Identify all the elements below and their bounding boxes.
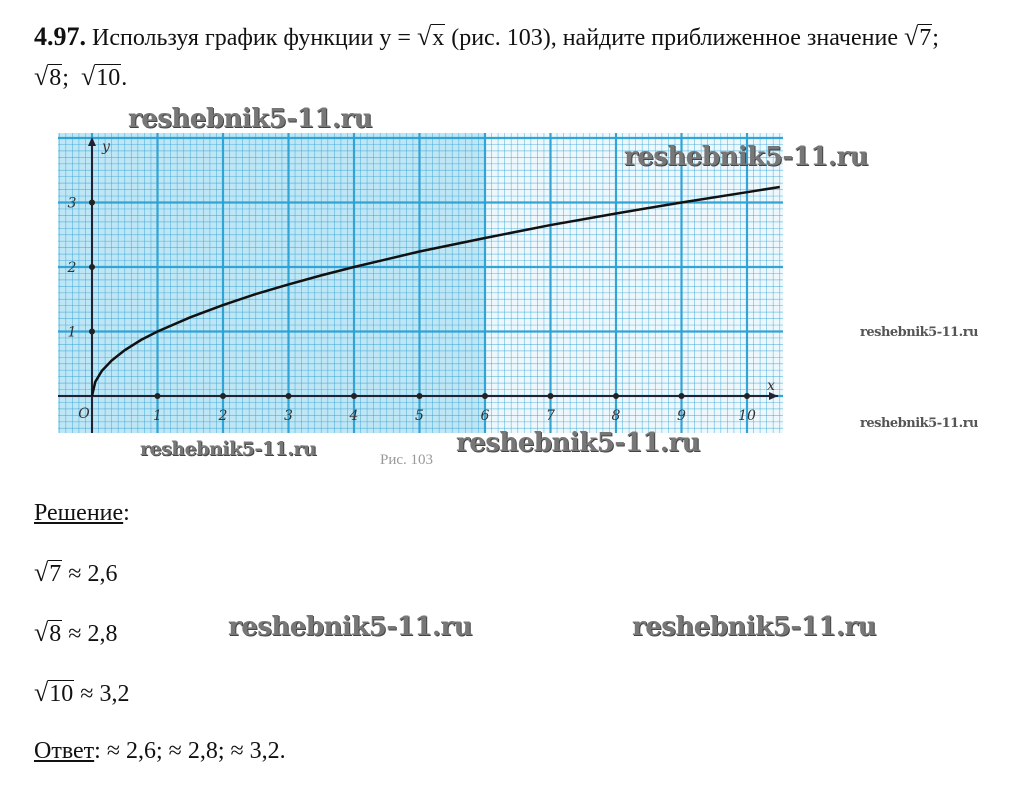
solution-heading: Решение: bbox=[34, 500, 130, 526]
x-tick bbox=[220, 393, 226, 399]
watermark: reshebnik5-11.ru bbox=[860, 416, 979, 431]
x-tick bbox=[744, 393, 750, 399]
sqrt-7: √7 bbox=[903, 22, 933, 51]
x-tick-label: 6 bbox=[481, 408, 490, 424]
grid-fill-light bbox=[485, 133, 783, 433]
solution-row: √10 ≈ 3,2 bbox=[34, 678, 130, 707]
x-tick-label: 3 bbox=[284, 408, 293, 424]
x-tick-label: 7 bbox=[546, 408, 555, 424]
watermark: reshebnik5-11.ru bbox=[860, 325, 979, 340]
sqrt-10: √10 bbox=[80, 62, 122, 91]
problem-text-1: Используя график функции y = bbox=[92, 25, 417, 51]
x-tick bbox=[678, 393, 685, 399]
x-tick-label: 2 bbox=[218, 408, 228, 424]
watermark: reshebnik5-11.ru bbox=[128, 104, 373, 134]
answer: Ответ: ≈ 2,6; ≈ 2,8; ≈ 3,2. bbox=[34, 738, 286, 764]
y-tick bbox=[89, 199, 95, 206]
x-tick bbox=[613, 393, 619, 399]
problem-statement: 4.97. Используя график функции y = √x (р… bbox=[34, 22, 939, 51]
y-axis-label: y bbox=[101, 139, 111, 155]
x-tick bbox=[416, 393, 423, 399]
x-tick-label: 1 bbox=[153, 408, 162, 424]
watermark: reshebnik5-11.ru bbox=[632, 612, 877, 642]
y-axis-arrow-icon bbox=[88, 137, 96, 146]
sqrt-x: √x bbox=[416, 22, 446, 51]
problem-text-2: (рис. 103), найдите приближенное значени… bbox=[445, 25, 904, 51]
x-tick bbox=[154, 393, 161, 399]
x-tick-label: 10 bbox=[738, 408, 756, 424]
x-tick-label: 8 bbox=[612, 408, 621, 424]
sqrt-graph: 1 2 3 4 5 6 7 8 9 10 1 2 3 Ox y bbox=[58, 133, 783, 433]
y-tick bbox=[89, 264, 95, 270]
watermark: reshebnik5-11.ru bbox=[456, 428, 701, 458]
x-tick bbox=[482, 393, 488, 399]
x-tick-label: 5 bbox=[415, 408, 424, 424]
solution-row: √8 ≈ 2,8 bbox=[34, 618, 118, 647]
origin-label: O bbox=[78, 406, 90, 422]
x-axis-label: x bbox=[767, 378, 775, 394]
sqrt-curve bbox=[90, 185, 780, 397]
grid-fill bbox=[58, 133, 485, 433]
x-axis-arrow-icon bbox=[769, 392, 778, 400]
x-tick bbox=[285, 393, 292, 399]
x-tick bbox=[547, 393, 554, 399]
watermark: reshebnik5-11.ru bbox=[624, 142, 869, 172]
sqrt-8: √8 bbox=[34, 62, 63, 91]
watermark: reshebnik5-11.ru bbox=[228, 612, 473, 642]
y-tick bbox=[89, 328, 95, 335]
y-tick-label: 2 bbox=[67, 260, 77, 276]
solution-row: √7 ≈ 2,6 bbox=[34, 558, 118, 587]
x-tick-label: 9 bbox=[677, 408, 686, 424]
y-tick-label: 3 bbox=[68, 196, 77, 212]
problem-number: 4.97. bbox=[34, 22, 86, 51]
figure-caption: Рис. 103 bbox=[380, 452, 434, 468]
x-tick-label: 4 bbox=[349, 408, 359, 424]
problem-statement-cont: √8; √10. bbox=[34, 62, 128, 91]
watermark: reshebnik5-11.ru bbox=[140, 438, 317, 460]
y-tick-label: 1 bbox=[68, 325, 77, 341]
x-tick bbox=[351, 393, 357, 399]
